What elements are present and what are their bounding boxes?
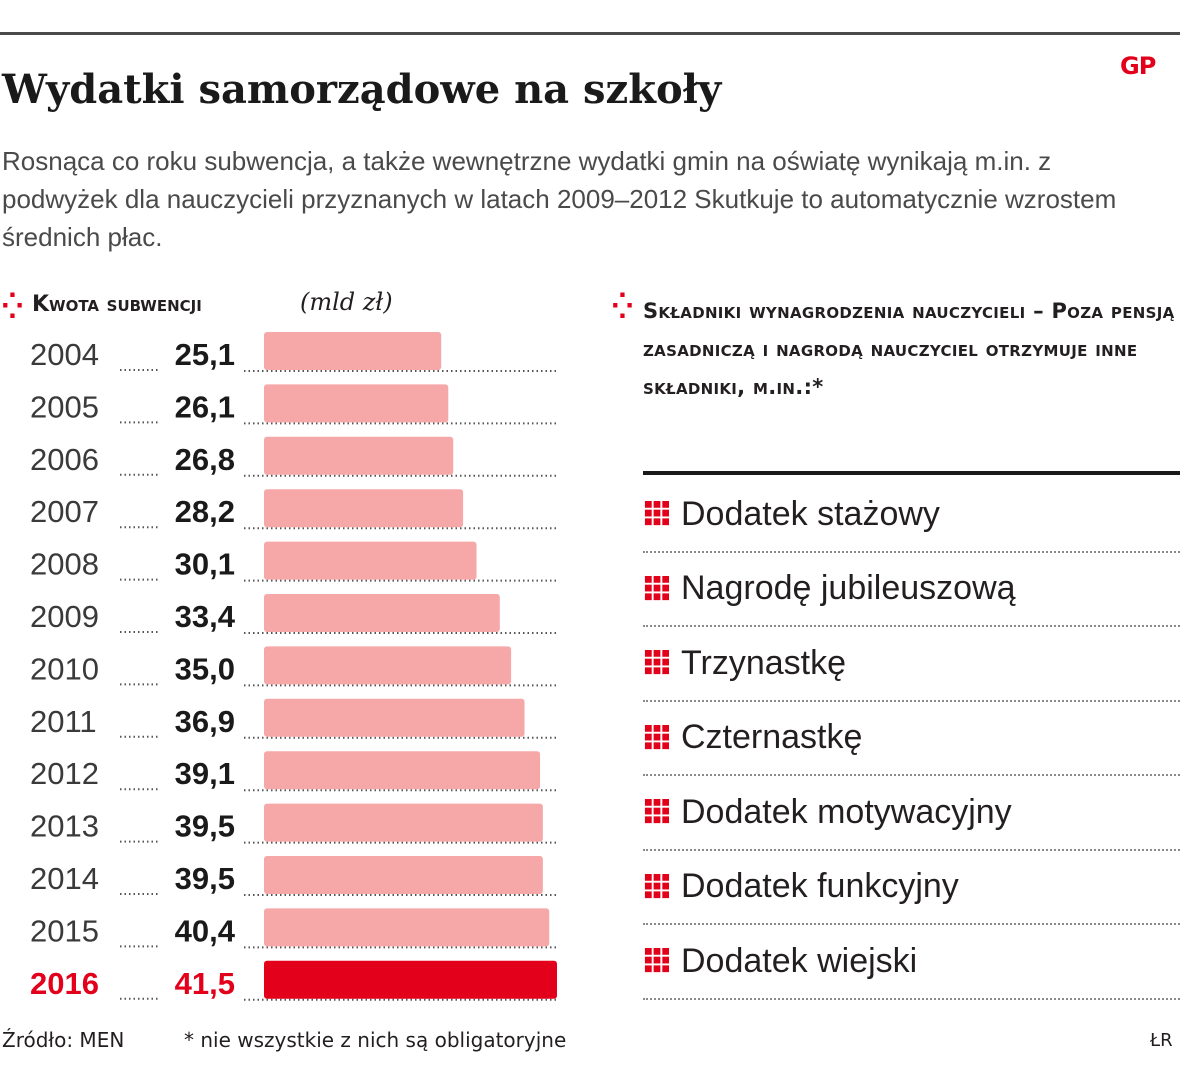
list-item: Czternastkę xyxy=(643,702,1180,776)
components-heading: Składniki wynagrodzenia nauczycieli – Po… xyxy=(643,299,1175,399)
year-label: 2013 xyxy=(30,809,99,844)
list-item: Dodatek stażowy xyxy=(643,478,1180,553)
grid-icon xyxy=(643,799,669,826)
bar xyxy=(264,489,464,528)
value-label: 39,1 xyxy=(175,756,235,791)
list-item-label: Dodatek stażowy xyxy=(681,494,940,533)
value-label: 40,4 xyxy=(175,913,236,948)
bar xyxy=(264,698,525,737)
bar xyxy=(264,803,543,842)
bar xyxy=(264,908,550,947)
year-label: 2006 xyxy=(30,442,99,477)
value-label: 28,2 xyxy=(175,494,235,529)
year-label: 2007 xyxy=(30,494,99,529)
list-item-label: Trzynastkę xyxy=(681,643,847,682)
year-label: 2004 xyxy=(30,337,99,372)
bar xyxy=(264,751,541,790)
bar xyxy=(264,436,454,475)
bar xyxy=(264,541,477,580)
list-item-label: Nagrodę jubileuszową xyxy=(681,569,1016,608)
value-label: 30,1 xyxy=(175,547,235,582)
list-item: Dodatek motywacyjny xyxy=(643,776,1180,851)
subtitle: Rosnąca co roku subwencja, a także wewnę… xyxy=(2,146,1117,252)
list-item-label: Czternastkę xyxy=(681,718,863,757)
value-label: 33,4 xyxy=(175,599,236,634)
value-label: 41,5 xyxy=(175,966,235,1001)
section-marker-components: ⁛ xyxy=(612,292,633,320)
section-marker-chart: ⁛ xyxy=(2,292,23,320)
year-label: 2015 xyxy=(30,913,99,948)
publisher-logo: GP xyxy=(1120,52,1156,80)
bar xyxy=(264,856,543,894)
value-label: 39,5 xyxy=(175,861,235,896)
year-label: 2014 xyxy=(30,861,99,896)
list-item: Dodatek wiejski xyxy=(643,925,1180,1000)
value-label: 35,0 xyxy=(175,651,235,686)
year-label: 2008 xyxy=(30,547,99,582)
value-label: 39,5 xyxy=(175,809,235,844)
value-label: 25,1 xyxy=(175,337,235,372)
bar-chart: 2004 25,1 2005 26,1 2006 26,8 2007 28,2 2008 30,1… xyxy=(30,332,558,1001)
value-label: 26,1 xyxy=(175,389,235,424)
page-title: Wydatki samorządowe na szkoły xyxy=(2,66,722,113)
list-item-label: Dodatek motywacyjny xyxy=(681,792,1012,831)
list-item-label: Dodatek funkcyjny xyxy=(681,867,959,906)
grid-icon xyxy=(643,873,669,900)
top-rule xyxy=(0,32,1180,35)
list-item: Nagrodę jubileuszową xyxy=(643,553,1180,627)
grid-icon xyxy=(643,948,669,975)
year-label: 2010 xyxy=(30,651,99,686)
footer-source: Źródło: MEN xyxy=(2,1028,125,1052)
list-item-label: Dodatek wiejski xyxy=(681,941,918,980)
footer-credit: ŁR xyxy=(1150,1030,1173,1051)
chart-unit: (mld zł) xyxy=(300,288,393,316)
grid-icon xyxy=(643,575,669,602)
grid-icon xyxy=(643,501,669,528)
value-label: 26,8 xyxy=(175,442,235,477)
footer-note: * nie wszystkie z nich są obligatoryjne xyxy=(184,1028,567,1052)
value-label: 36,9 xyxy=(175,704,235,739)
year-label: 2016 xyxy=(30,966,99,1001)
year-label: 2011 xyxy=(30,704,97,739)
components-rule xyxy=(643,471,1180,475)
list-item: Trzynastkę xyxy=(643,627,1180,702)
bar-highlight xyxy=(264,960,557,999)
chart-title: Kwota subwencji xyxy=(32,292,202,317)
year-label: 2009 xyxy=(30,599,99,634)
year-label: 2005 xyxy=(30,389,99,424)
bar xyxy=(264,332,442,370)
year-label: 2012 xyxy=(30,756,99,791)
list-item: Dodatek funkcyjny xyxy=(643,851,1180,925)
bar xyxy=(264,646,512,685)
bar xyxy=(264,384,449,423)
bar xyxy=(264,594,500,632)
grid-icon xyxy=(643,724,669,751)
components-list: Dodatek stażowy Nagrodę jubileuszową Trzyn… xyxy=(643,478,1180,1000)
grid-icon xyxy=(643,650,669,677)
